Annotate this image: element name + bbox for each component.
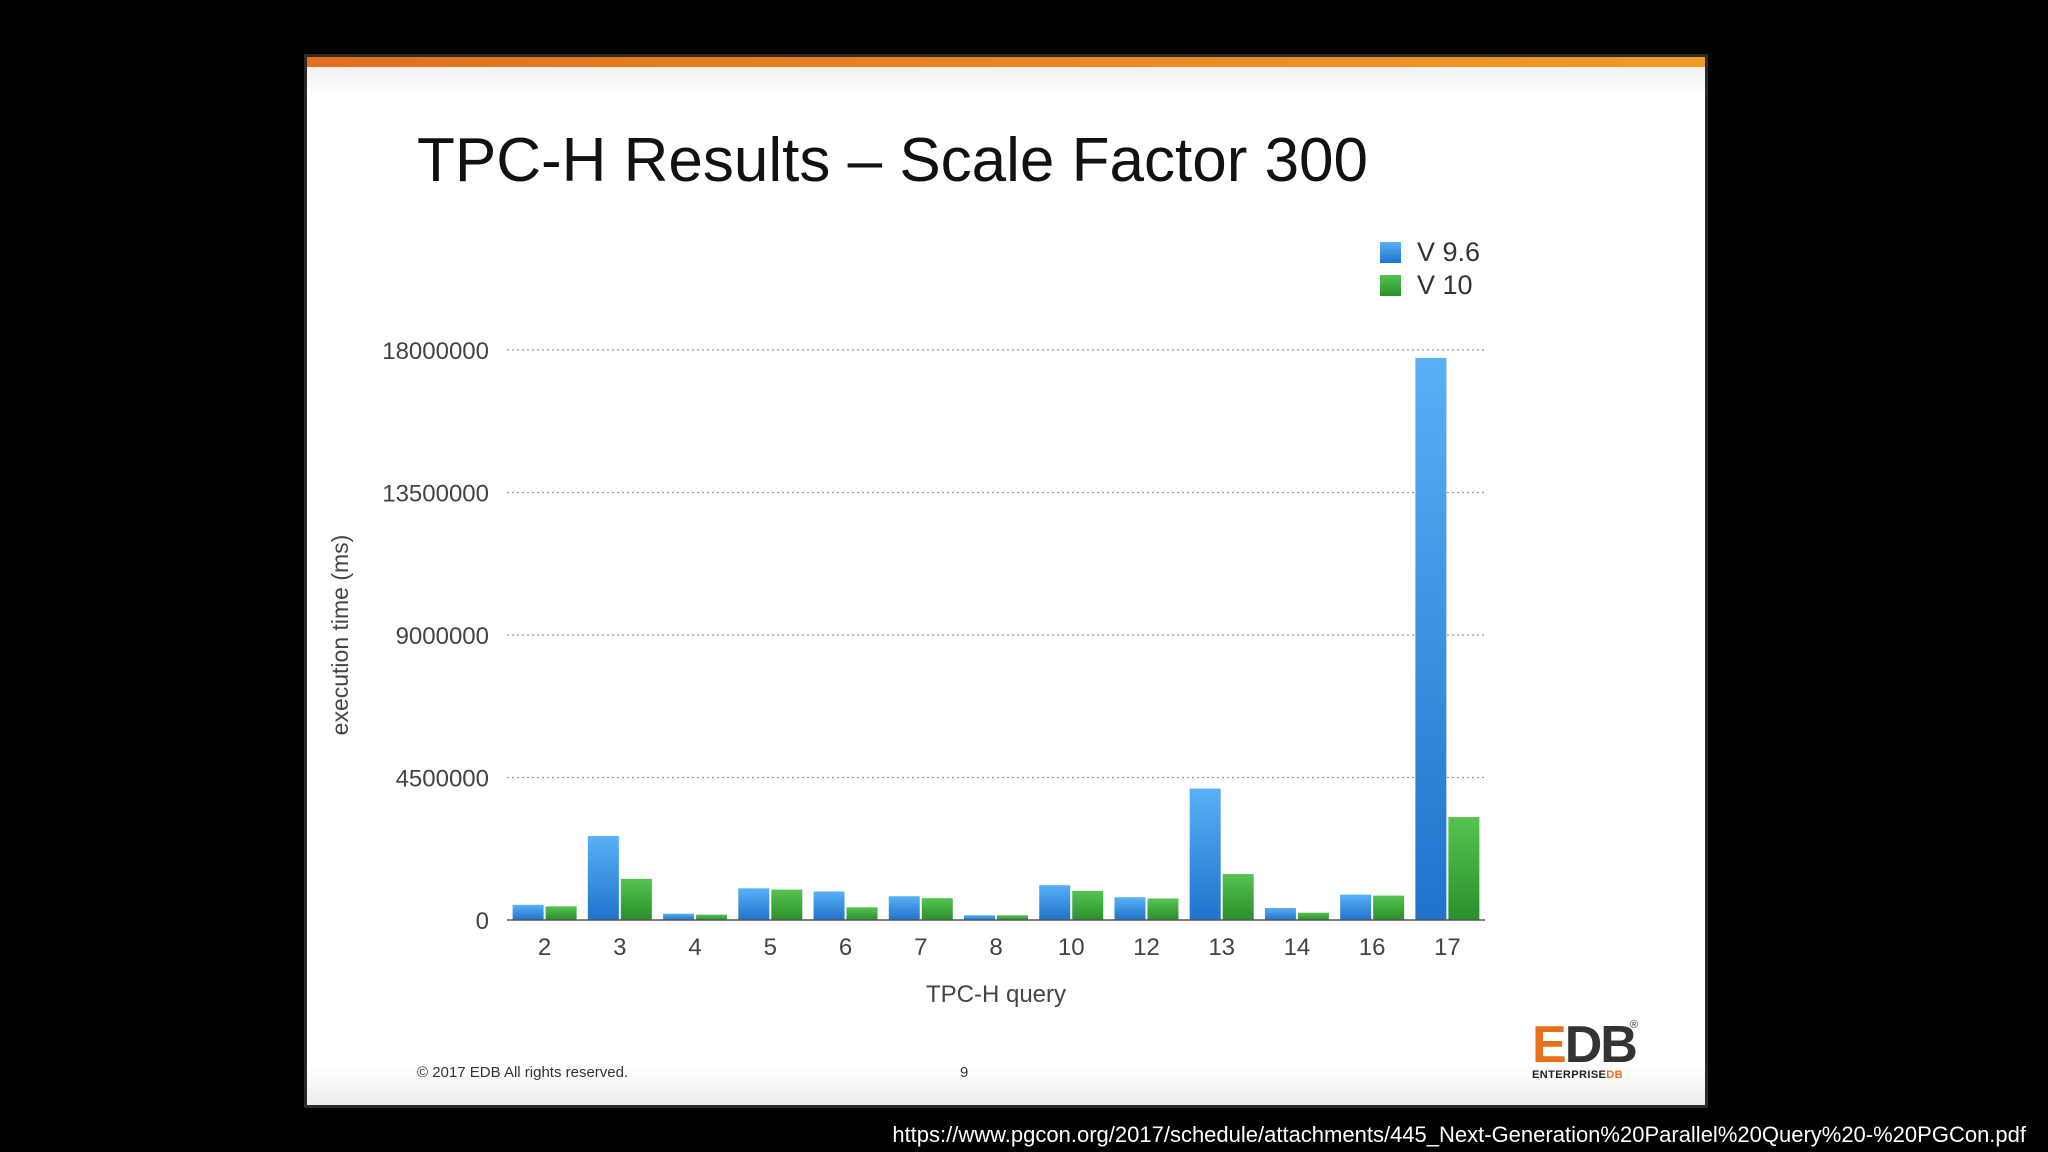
x-tick-label: 4	[688, 934, 701, 961]
x-axis-label: TPC-H query	[926, 981, 1066, 1008]
legend: V 9.6V 10	[1380, 237, 1480, 300]
bar-v10	[1072, 890, 1104, 920]
logo-wordmark: EDB	[1532, 1016, 1638, 1074]
bar-v10	[846, 907, 878, 920]
bar-v96	[888, 896, 920, 920]
bar-v10	[620, 878, 652, 920]
bar-v10	[1373, 895, 1405, 920]
bar-v96	[587, 836, 619, 920]
y-tick-label: 18000000	[382, 338, 489, 365]
y-axis-label: execution time (ms)	[327, 535, 353, 736]
x-tick-label: 2	[538, 934, 551, 961]
y-tick-label: 0	[476, 908, 489, 935]
y-tick-label: 13500000	[382, 481, 489, 508]
x-tick-label: 12	[1133, 934, 1160, 961]
bar-v10	[1297, 912, 1329, 920]
legend-label: V 10	[1417, 270, 1473, 300]
x-tick-label: 14	[1284, 934, 1311, 961]
x-tick-label: 17	[1434, 934, 1461, 961]
x-tick-label: 10	[1058, 934, 1085, 961]
x-tick-label: 13	[1208, 934, 1235, 961]
x-tick-label: 8	[989, 934, 1002, 961]
bar-v10	[1448, 817, 1480, 920]
bar-v96	[813, 891, 845, 920]
bar-v96	[1039, 885, 1071, 920]
bars	[512, 357, 1480, 921]
slide-top-accent-bar	[307, 57, 1705, 67]
grid-lines	[507, 349, 1485, 779]
bar-v10	[997, 915, 1028, 920]
edb-logo: EDB ® ENTERPRISEDB	[1532, 1019, 1642, 1081]
bar-v10	[1147, 898, 1179, 920]
y-tick-label: 9000000	[396, 623, 489, 650]
bar-v10	[921, 898, 953, 920]
y-tick-label: 4500000	[396, 766, 489, 793]
slide-footer-band	[307, 1067, 1705, 1105]
x-tick-labels: 2 3 4 5 6 7 8 10 12 13 14 16 17	[538, 934, 1461, 961]
x-tick-label: 7	[914, 934, 927, 961]
slide-top-shade	[307, 67, 1705, 97]
y-tick-labels: 0 4500000 9000000 13500000 18000000	[382, 338, 489, 935]
x-tick-label: 3	[613, 934, 626, 961]
page-number: 9	[960, 1064, 969, 1081]
bar-v96	[1340, 894, 1372, 920]
bar-v96	[512, 904, 544, 920]
legend-swatch	[1380, 242, 1401, 263]
legend-label: V 9.6	[1417, 237, 1480, 267]
logo-registered-mark: ®	[1630, 1019, 1639, 1031]
x-tick-label: 5	[764, 934, 777, 961]
logo-subtitle-main: ENTERPRISE	[1532, 1069, 1607, 1081]
bar-v10	[696, 914, 728, 920]
bar-v96	[663, 913, 695, 920]
source-url: https://www.pgcon.org/2017/schedule/atta…	[892, 1122, 2026, 1147]
bar-v96	[964, 915, 995, 920]
x-tick-label: 16	[1359, 934, 1386, 961]
x-tick-label: 6	[839, 934, 852, 961]
bar-v96	[1189, 788, 1221, 920]
bar-v96	[1264, 907, 1296, 920]
bar-v10	[1222, 874, 1254, 920]
bar-chart: 0 4500000 9000000 13500000 18000000 2 3 4 5 6 7 8 1…	[327, 237, 1485, 1008]
bar-v96	[738, 888, 770, 920]
bar-v10	[771, 889, 803, 920]
logo-subtitle-accent: DB	[1606, 1069, 1623, 1081]
logo-subtitle: ENTERPRISEDB	[1532, 1069, 1623, 1081]
legend-swatch	[1380, 275, 1401, 296]
copyright-text: © 2017 EDB All rights reserved.	[417, 1064, 629, 1081]
slide-title: TPC-H Results – Scale Factor 300	[417, 126, 1369, 195]
bar-v96	[1114, 897, 1146, 920]
slide: TPC-H Results – Scale Factor 300 0 450000…	[307, 57, 1705, 1105]
bar-v10	[545, 906, 577, 920]
bar-v96	[1415, 357, 1447, 921]
